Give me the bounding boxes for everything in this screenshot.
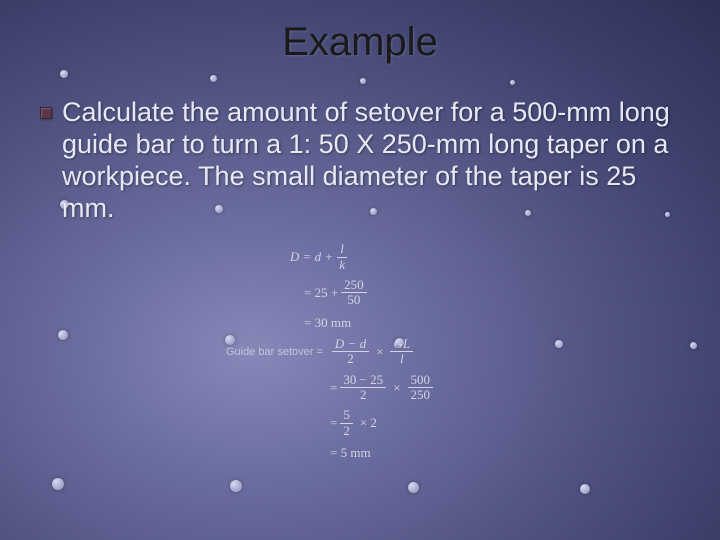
slide: Example Calculate the amount of setover … bbox=[0, 0, 720, 540]
math-tail: × 2 bbox=[360, 414, 377, 432]
frac-num: l bbox=[337, 242, 347, 257]
frac-num: D − d bbox=[332, 337, 369, 352]
math-line-3: = 30 mm bbox=[304, 314, 680, 332]
math-result: = 30 mm bbox=[304, 314, 351, 332]
fraction: D − d 2 bbox=[332, 337, 369, 367]
frac-num: 30 − 25 bbox=[340, 373, 386, 388]
frac-den: 250 bbox=[408, 388, 434, 402]
fraction: 30 − 25 2 bbox=[340, 373, 386, 403]
frac-num: 500 bbox=[408, 373, 434, 388]
frac-den: 2 bbox=[344, 352, 357, 366]
times-symbol: × bbox=[393, 379, 400, 397]
math-eq: = bbox=[330, 379, 337, 397]
math-line-2: = 25 + 250 50 bbox=[304, 278, 680, 308]
times-symbol: × bbox=[376, 343, 383, 361]
math-line-5: = 30 − 25 2 × 500 250 bbox=[330, 373, 680, 403]
fraction: 5 2 bbox=[340, 408, 353, 438]
math-eq: = 25 + bbox=[304, 284, 338, 302]
frac-den: k bbox=[336, 258, 348, 272]
fraction: 250 50 bbox=[341, 278, 367, 308]
math-eq: = bbox=[330, 414, 337, 432]
frac-num: GL bbox=[390, 337, 413, 352]
frac-num: 5 bbox=[340, 408, 353, 423]
math-block: D = d + l k = 25 + 250 50 = 30 mm Guide … bbox=[290, 242, 680, 461]
fraction: 500 250 bbox=[408, 373, 434, 403]
math-line-1: D = d + l k bbox=[290, 242, 680, 272]
math-line-7: = 5 mm bbox=[330, 444, 680, 462]
bullet-item: Calculate the amount of setover for a 50… bbox=[40, 97, 680, 224]
bullet-icon bbox=[40, 107, 52, 119]
slide-title: Example bbox=[40, 20, 680, 65]
content-area: Example Calculate the amount of setover … bbox=[0, 0, 720, 540]
math-lhs: D = d + bbox=[290, 248, 333, 266]
fraction: l k bbox=[336, 242, 348, 272]
frac-den: l bbox=[397, 352, 407, 366]
math-line-4: Guide bar setover = D − d 2 × GL l bbox=[226, 337, 680, 367]
body-text: Calculate the amount of setover for a 50… bbox=[62, 97, 680, 224]
fraction: GL l bbox=[390, 337, 413, 367]
math-line-6: = 5 2 × 2 bbox=[330, 408, 680, 438]
frac-den: 2 bbox=[340, 424, 353, 438]
frac-den: 2 bbox=[357, 388, 370, 402]
frac-num: 250 bbox=[341, 278, 367, 293]
frac-den: 50 bbox=[344, 293, 363, 307]
math-result: = 5 mm bbox=[330, 444, 371, 462]
math-label: Guide bar setover = bbox=[226, 345, 323, 360]
